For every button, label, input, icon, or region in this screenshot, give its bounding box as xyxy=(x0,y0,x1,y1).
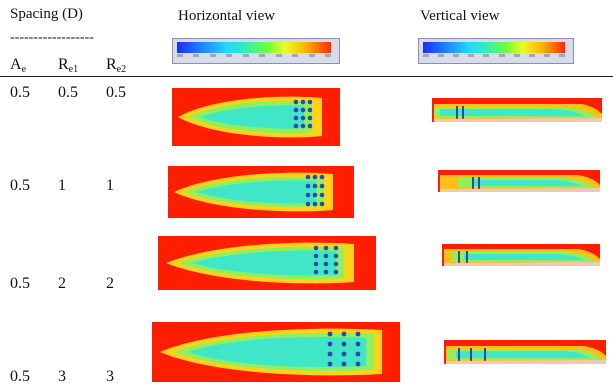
row-2-re1: 1 xyxy=(58,177,66,194)
vertical-contour-row-4 xyxy=(444,340,606,364)
row-2-re2: 1 xyxy=(106,177,114,194)
col-re1: Re1 xyxy=(58,56,79,75)
horizontal-view-header: Horizontal view xyxy=(178,8,276,24)
col-ae: Ae xyxy=(10,56,27,75)
spacing-header: Spacing (D) xyxy=(10,6,83,22)
horizontal-contour-row-2 xyxy=(168,166,354,218)
horizontal-contour-row-3 xyxy=(158,236,376,290)
vertical-contour-row-1 xyxy=(432,98,602,122)
row-4-ae: 0.5 xyxy=(10,368,30,385)
vertical-contour-row-3 xyxy=(442,244,600,266)
vertical-view-header: Vertical view xyxy=(420,8,500,24)
horizontal-contour-row-1 xyxy=(172,88,340,146)
row-2-ae: 0.5 xyxy=(10,177,30,194)
col-re2: Re2 xyxy=(106,56,127,75)
row-4-re2: 3 xyxy=(106,368,114,385)
row-4-re1: 3 xyxy=(58,368,66,385)
row-3-re2: 2 xyxy=(106,275,114,292)
row-1-re2: 0.5 xyxy=(106,84,126,101)
row-1-re1: 0.5 xyxy=(58,84,78,101)
row-3-ae: 0.5 xyxy=(10,275,30,292)
row-1-ae: 0.5 xyxy=(10,84,30,101)
spacing-dash-rule: ------------------ xyxy=(10,30,94,45)
horizontal-contour-row-4 xyxy=(152,322,400,382)
colorbar-vertical xyxy=(418,38,574,64)
colorbar-horizontal xyxy=(172,38,340,64)
header-rule xyxy=(0,76,613,77)
vertical-contour-row-2 xyxy=(438,170,600,192)
row-3-re1: 2 xyxy=(58,275,66,292)
